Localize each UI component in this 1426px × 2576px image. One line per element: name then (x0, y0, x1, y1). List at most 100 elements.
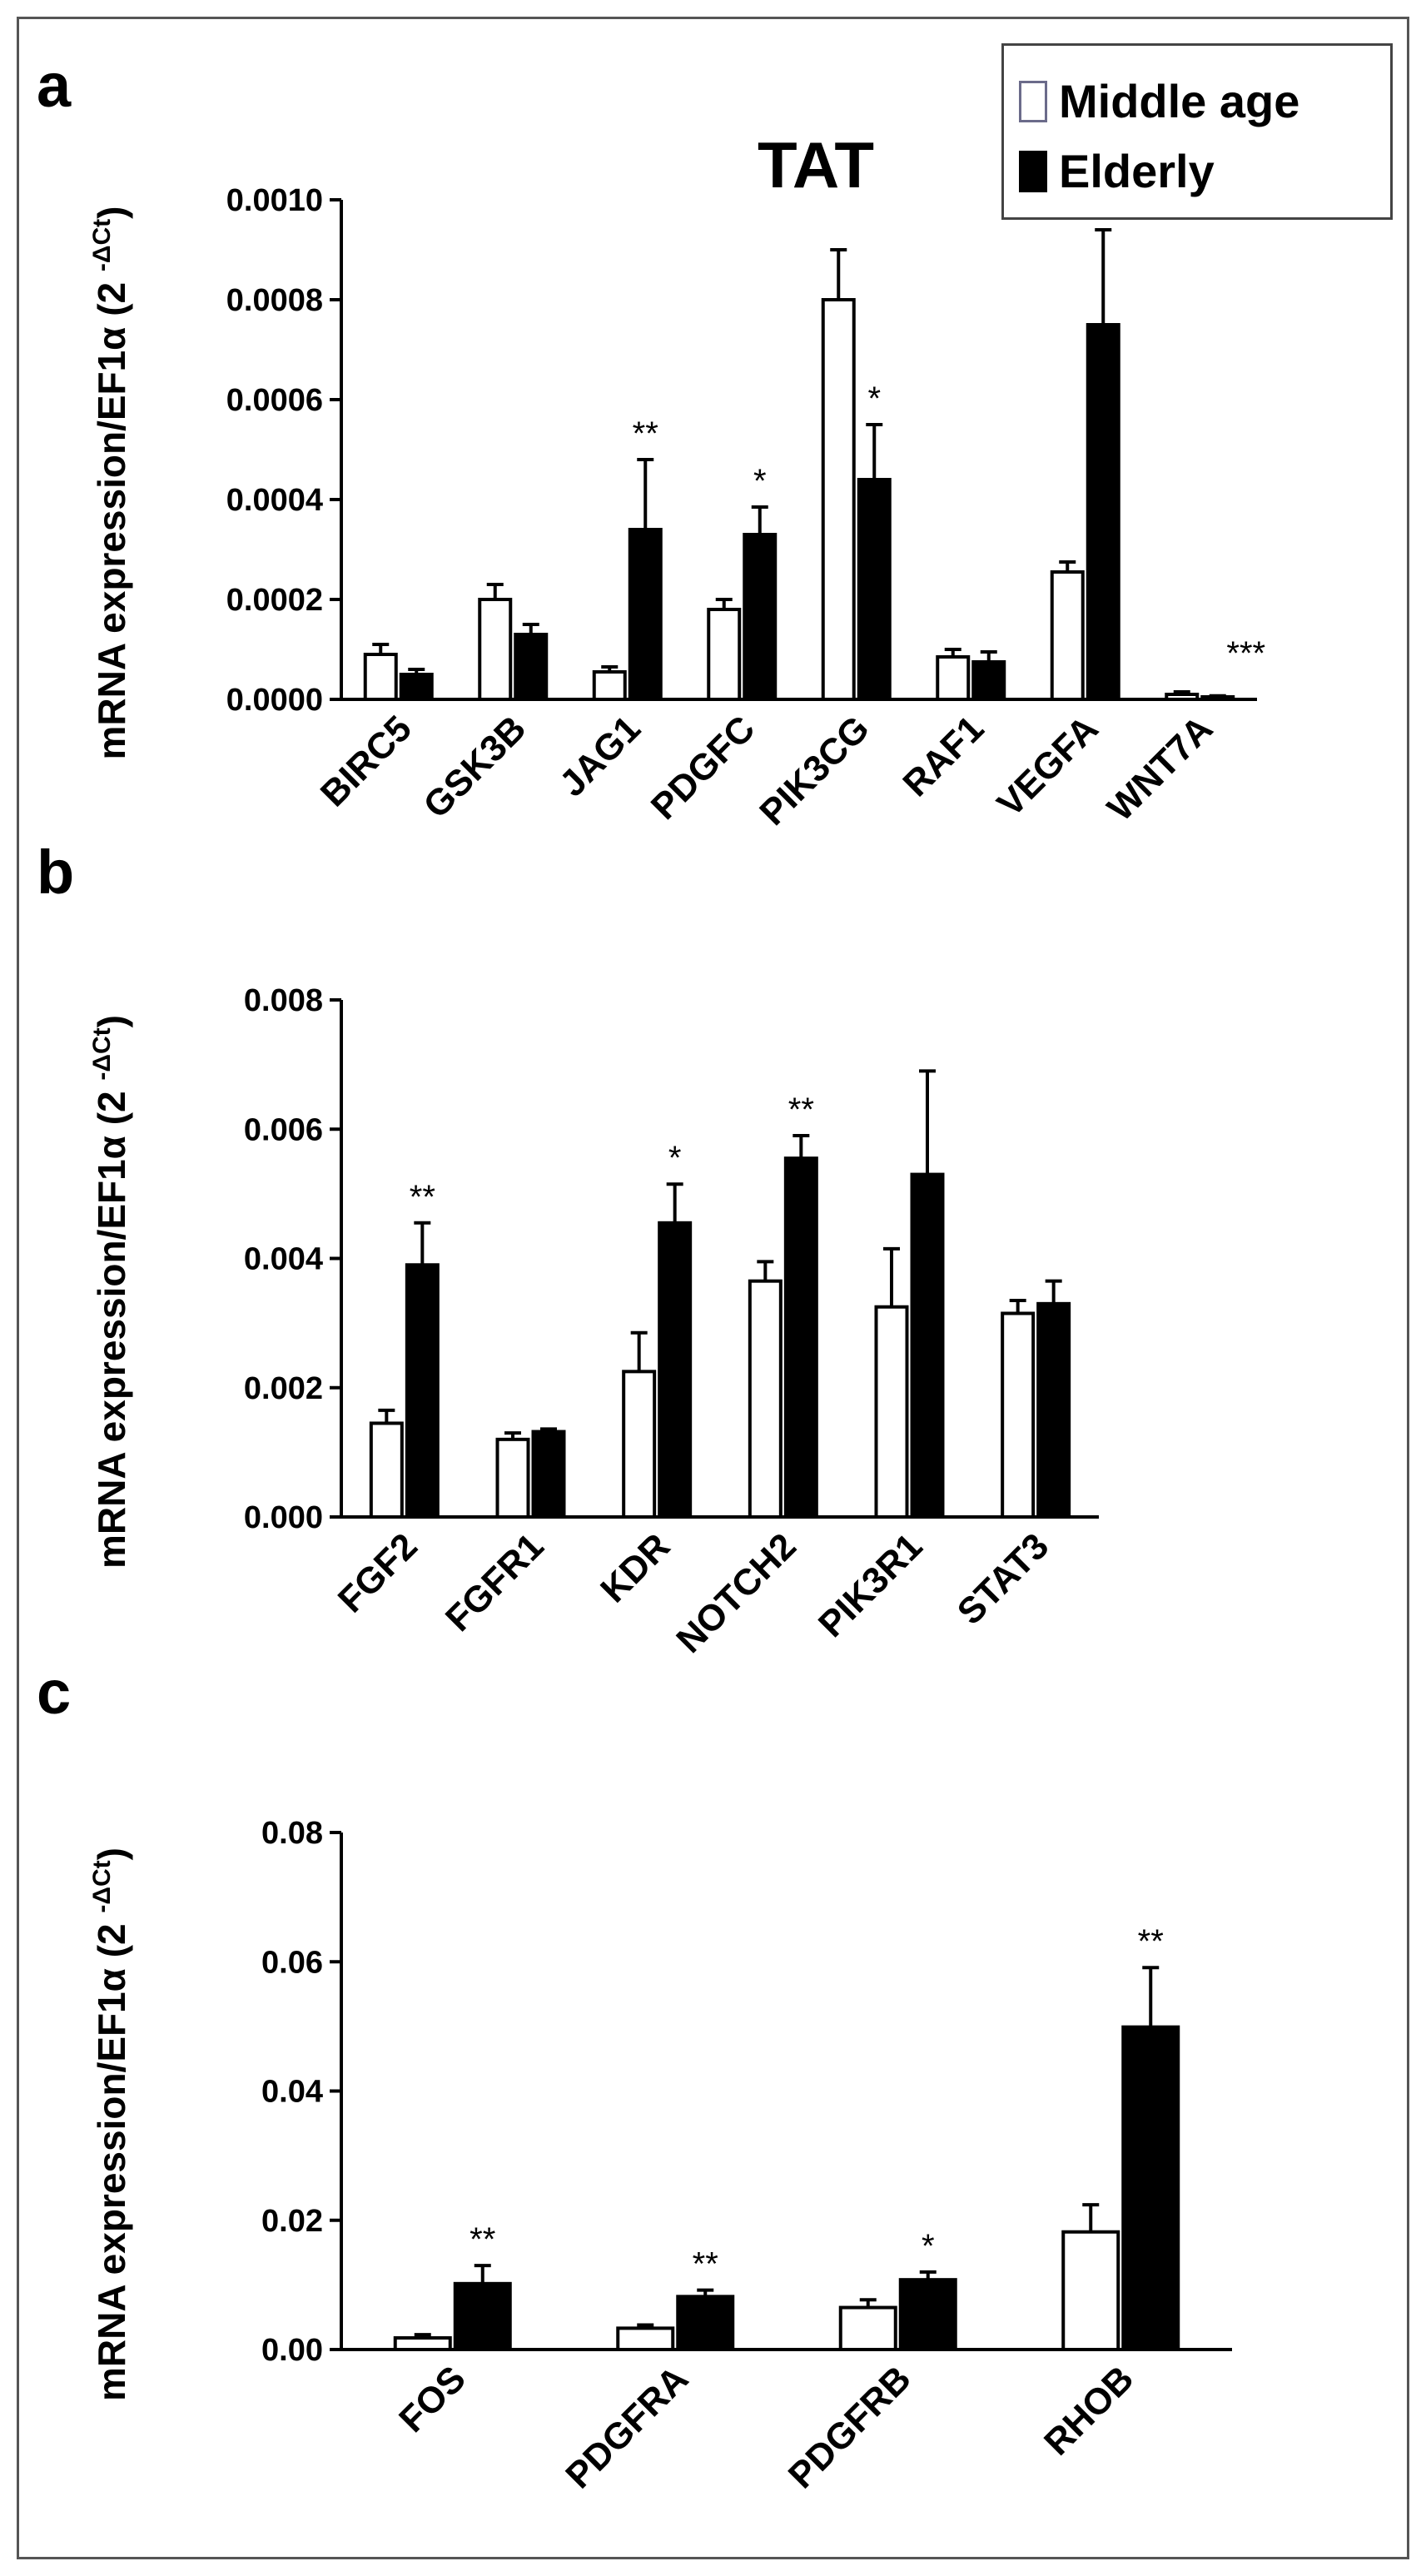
panel-a-x-tick-label: WNT7A (1100, 708, 1220, 828)
panel-b-bar-fgf2-middle-age (369, 1421, 404, 1519)
panel-a-x-tick-label: GSK3B (415, 708, 534, 826)
panel-b-bar-notch2-elderly (783, 1156, 818, 1519)
panel-b-bar-fgfr1-elderly (531, 1430, 566, 1519)
panel-a-y-tick-label: 0.0002 (226, 583, 323, 618)
panel-c-y-tick-label: 0.08 (261, 1816, 323, 1851)
legend-swatch-middle-age (1019, 80, 1047, 122)
panel-b-bar-kdr-middle-age (622, 1370, 657, 1519)
panel-letter-a: a (37, 51, 72, 120)
panel-a-bar-birc5-middle-age (363, 653, 398, 701)
panel-b-bar-pik3r1-middle-age (874, 1305, 909, 1519)
panel-c-significance-marker: ** (693, 2246, 718, 2283)
panel-b-bar-fgfr1-middle-age (495, 1437, 530, 1519)
panel-c-significance-marker: ** (470, 2221, 495, 2258)
panel-c-y-axis-label-close: ) (90, 1847, 133, 1860)
panel-a-title: TAT (758, 128, 874, 201)
panel-a-bar-pdgfc-middle-age (707, 608, 742, 701)
panel-a-bar-vegfa-middle-age (1050, 570, 1085, 701)
panel-a-bar-gsk3b-middle-age (478, 598, 513, 701)
panel-b-y-tick-label: 0.008 (244, 983, 323, 1018)
panel-a-significance-marker: ** (633, 415, 658, 452)
panel-b-y-axis-label-main: mRNA expression/EF1α (2 (90, 1081, 133, 1569)
panel-a-bar-vegfa-elderly (1086, 323, 1120, 701)
panel-a-x-tick-label: VEGFA (990, 708, 1106, 824)
panel-b-bar-kdr-elderly (658, 1221, 693, 1519)
panel-a-significance-marker: * (753, 463, 767, 500)
panel-a-y-axis-label-sup: -ΔCt (88, 219, 116, 271)
panel-c-y-tick-label: 0.02 (261, 2204, 323, 2239)
panel-c-x-tick-label: PDGFRB (781, 2358, 919, 2496)
panel-c-y-axis-label: mRNA expression/EF1α (2 -ΔCt) (88, 1847, 133, 2401)
panel-letter-c: c (37, 1658, 72, 1727)
panel-b-bar-stat3-elderly (1036, 1301, 1071, 1519)
panel-c-significance-marker: * (922, 2228, 935, 2265)
panel-c-x-tick-label: RHOB (1036, 2358, 1141, 2463)
legend-item-middle-age: Middle age (1019, 74, 1299, 128)
panel-a-y-tick-label: 0.0010 (226, 183, 323, 218)
legend-label-elderly: Elderly (1059, 145, 1215, 197)
panel-c-bar-pdgfra-middle-age (616, 2326, 675, 2352)
panel-a-bar-wnt7a-middle-age (1165, 693, 1200, 701)
panel-a-bar-pdgfc-elderly (743, 533, 778, 701)
panel-a-x-tick-label: BIRC5 (313, 708, 420, 814)
panel-b-y-axis-label-sup: -ΔCt (88, 1027, 116, 1080)
panel-c-bar-rhob-middle-age (1061, 2230, 1120, 2351)
panel-c-y-tick-label: 0.00 (261, 2333, 323, 2368)
panel-c-bar-pdgfrb-middle-age (838, 2305, 897, 2351)
legend-item-elderly: Elderly (1019, 144, 1215, 198)
legend-swatch-elderly (1019, 150, 1047, 192)
panel-b-y-tick-label: 0.004 (244, 1242, 323, 1277)
panel-c-bar-pdgfra-elderly (676, 2295, 735, 2351)
panel-a-y-tick-label: 0.0004 (226, 483, 323, 518)
panel-a-bar-raf1-elderly (971, 660, 1006, 701)
panel-c-bar-fos-middle-age (393, 2336, 452, 2352)
panel-b-bar-fgf2-elderly (405, 1263, 440, 1519)
panel-a-bar-birc5-elderly (399, 673, 434, 701)
panel-a-significance-marker: *** (1226, 635, 1265, 672)
panel-b-significance-marker: ** (410, 1179, 435, 1216)
panel-a-significance-marker: * (867, 380, 881, 417)
panel-a-x-tick-label: RAF1 (895, 708, 991, 804)
panel-b-x-tick-label: KDR (593, 1525, 678, 1610)
panel-c-bar-fos-elderly (453, 2281, 512, 2352)
panel-b-bar-stat3-middle-age (1001, 1311, 1036, 1519)
panel-c-y-tick-label: 0.04 (261, 2075, 323, 2110)
panel-c-x-tick-label: PDGFRA (558, 2358, 696, 2496)
panel-b-x-tick-label: STAT3 (950, 1525, 1057, 1633)
panel-a-bar-pik3cg-elderly (857, 478, 892, 701)
panel-b-bar-pik3r1-elderly (910, 1172, 945, 1519)
panel-a-bar-gsk3b-elderly (514, 633, 549, 701)
panel-b-y-tick-label: 0.006 (244, 1112, 323, 1147)
panel-a-y-axis-label-main: mRNA expression/EF1α (2 (90, 271, 133, 759)
panel-b-bar-notch2-middle-age (748, 1279, 783, 1519)
panel-b-y-axis-label-close: ) (90, 1015, 133, 1027)
panel-a-bar-jag1-middle-age (592, 670, 627, 701)
panel-b-y-axis-label: mRNA expression/EF1α (2 -ΔCt) (88, 1015, 133, 1569)
panel-c-significance-marker: ** (1138, 1923, 1164, 1960)
panel-c-bar-pdgfrb-elderly (898, 2278, 957, 2352)
panel-c-y-axis-label-main: mRNA expression/EF1α (2 (90, 1913, 133, 2401)
panel-a-bar-raf1-middle-age (936, 655, 971, 701)
panel-c-bar-rhob-elderly (1121, 2025, 1180, 2352)
panel-a-bar-pik3cg-middle-age (821, 298, 856, 701)
panel-b-x-tick-label: PIK3R1 (811, 1525, 931, 1645)
panel-c-y-tick-label: 0.06 (261, 1945, 323, 1980)
panel-a-x-tick-label: JAG1 (552, 708, 648, 804)
panel-c-y-axis-label-sup: -ΔCt (88, 1860, 116, 1912)
panel-b-y-tick-label: 0.000 (244, 1500, 323, 1535)
panel-b-x-tick-label: FGFR1 (438, 1525, 552, 1639)
panel-b-significance-marker: ** (788, 1092, 814, 1128)
panel-c-x-tick-label: FOS (391, 2358, 474, 2440)
legend: Middle age Elderly (1001, 43, 1393, 220)
panel-a-y-axis-label: mRNA expression/EF1α (2 -ΔCt) (88, 206, 133, 760)
legend-label-middle-age: Middle age (1059, 75, 1300, 127)
panel-a-y-tick-label: 0.0008 (226, 283, 323, 318)
panel-a-x-tick-label: PDGFC (643, 708, 763, 828)
panel-a-y-axis-label-close: ) (90, 206, 133, 219)
panel-b-y-tick-label: 0.002 (244, 1371, 323, 1406)
panel-b-x-tick-label: NOTCH2 (668, 1525, 804, 1661)
panel-b-significance-marker: * (668, 1140, 682, 1176)
panel-a-bar-jag1-elderly (628, 528, 663, 701)
panel-a-y-tick-label: 0.0006 (226, 383, 323, 418)
